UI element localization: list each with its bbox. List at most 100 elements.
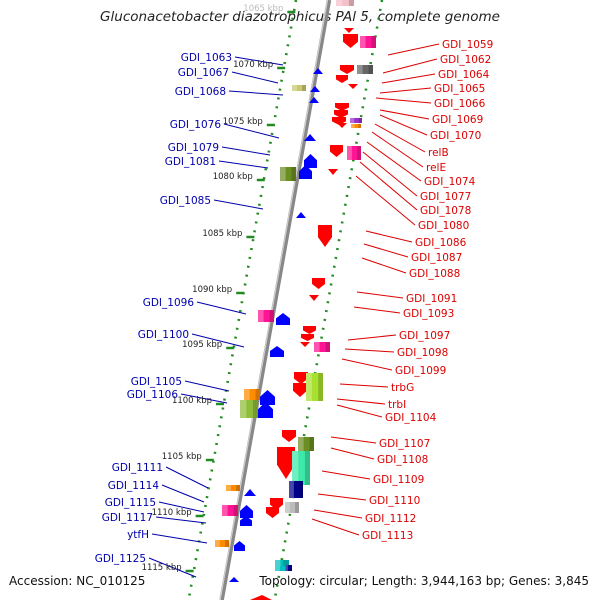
forward-gene-arrow <box>260 390 275 405</box>
leader-line-left <box>218 160 269 169</box>
forward-gene-arrow <box>304 154 317 168</box>
leader-line-right <box>359 161 418 211</box>
forward-gene-arrow <box>276 313 290 325</box>
forward-gene-arrow <box>296 212 306 218</box>
ruler-label: 1075 kbp <box>223 117 263 127</box>
ruler-label: 1080 kbp <box>213 172 253 182</box>
forward-gene-arrow <box>309 97 319 103</box>
leader-line-left <box>213 199 264 210</box>
leader-line-right <box>347 334 397 341</box>
leader-line-right <box>371 131 424 168</box>
leader-line-left <box>148 557 197 578</box>
reverse-gene-arrow <box>348 84 358 89</box>
leader-line-right <box>330 447 375 460</box>
reverse-gene-block <box>351 124 361 128</box>
leader-line-right <box>379 109 430 120</box>
gene-label-left: GDI_1117 <box>102 512 153 524</box>
gene-label-left: GDI_1067 <box>178 67 229 79</box>
forward-gene-block <box>222 505 238 516</box>
reverse-gene-arrow <box>330 145 343 157</box>
gene-label-right: GDI_1074 <box>424 176 476 188</box>
forward-gene-arrow <box>310 86 320 92</box>
leader-line-right <box>387 43 440 56</box>
gene-feature-block <box>336 0 354 6</box>
leader-line-right <box>365 230 413 243</box>
ruler-label: 1070 kbp <box>233 60 273 70</box>
reverse-gene-arrow <box>337 123 347 128</box>
reverse-gene-arrow <box>293 383 307 397</box>
reverse-gene-arrow <box>318 225 332 247</box>
gene-label-left: GDI_1105 <box>131 376 182 388</box>
leader-line-left <box>196 301 247 315</box>
reverse-gene-block <box>314 342 330 352</box>
reverse-gene-block <box>298 437 314 451</box>
gene-label-right: relE <box>426 162 446 174</box>
gene-label-right: GDI_1080 <box>418 220 469 232</box>
reverse-gene-arrow <box>343 34 358 48</box>
gene-label-right: GDI_1112 <box>365 513 416 525</box>
forward-gene-arrow <box>240 505 253 518</box>
leader-line-left <box>228 90 284 96</box>
reverse-gene-arrow <box>328 169 338 175</box>
reverse-gene-arrow <box>301 334 314 341</box>
gene-features <box>215 0 376 600</box>
forward-gene-arrow <box>304 134 316 141</box>
reverse-gene-arrow <box>250 595 272 600</box>
genome-summary-text: Topology: circular; Length: 3,944,163 bp… <box>259 574 589 588</box>
leader-line-right <box>341 358 393 371</box>
leader-line-right <box>374 123 426 153</box>
leader-line-right <box>344 348 395 353</box>
gene-label-left: GDI_1063 <box>181 52 232 64</box>
ruler-label: 1095 kbp <box>182 340 222 350</box>
gene-label-right: trbI <box>388 399 406 411</box>
gene-label-right: GDI_1088 <box>409 268 460 280</box>
leader-line-left <box>234 56 284 66</box>
gene-label-left: GDI_1068 <box>175 86 226 98</box>
gene-label-left: GDI_1106 <box>127 389 179 401</box>
leader-line-right <box>366 141 422 182</box>
gene-label-right: GDI_1108 <box>377 454 428 466</box>
forward-gene-block <box>244 389 260 400</box>
accession-text: Accession: NC_010125 <box>9 574 146 588</box>
gene-label-right: GDI_1110 <box>369 495 420 507</box>
gene-label-right: GDI_1086 <box>415 237 467 249</box>
reverse-gene-arrow <box>277 447 295 479</box>
gene-label-right: relB <box>428 147 449 159</box>
gene-label-left: GDI_1125 <box>95 553 146 565</box>
leader-line-left <box>161 484 205 503</box>
reverse-gene-arrow <box>294 372 308 384</box>
leader-line-left <box>151 533 208 544</box>
gene-label-right: GDI_1077 <box>420 191 471 203</box>
ruler-label: 1065 kbp <box>243 4 283 14</box>
gene-label-right: GDI_1093 <box>403 308 454 320</box>
leader-line-left <box>223 123 280 139</box>
forward-gene-block <box>240 400 258 418</box>
reverse-gene-block <box>347 146 361 160</box>
gene-label-left: GDI_1100 <box>138 329 189 341</box>
leader-line-right <box>381 73 436 84</box>
gene-label-right: GDI_1062 <box>440 54 491 66</box>
forward-gene-arrow <box>244 489 256 496</box>
ruler-label: 1090 kbp <box>192 285 232 295</box>
backbone-highlight <box>219 0 329 600</box>
gene-label-left: GDI_1081 <box>165 156 216 168</box>
reverse-gene-arrow <box>312 278 325 289</box>
gene-label-right: GDI_1109 <box>373 474 424 486</box>
gene-label-right: GDI_1059 <box>442 39 493 51</box>
gene-label-right: GDI_1099 <box>395 365 446 377</box>
gene-label-right: GDI_1104 <box>385 412 437 424</box>
gene-labels: 1065 kbp 1070 kbp 1075 kbp 1080 kbp 1085 kbp… <box>95 4 494 573</box>
gene-label-right: GDI_1069 <box>432 114 483 126</box>
leader-line-left <box>165 466 209 489</box>
leader-line-right <box>356 291 404 299</box>
gene-label-left: ytfH <box>127 529 149 541</box>
leader-line-right <box>362 151 418 197</box>
reverse-gene-arrow <box>303 326 316 334</box>
gene-label-left: GDI_1085 <box>160 195 211 207</box>
leader-line-left <box>191 333 245 348</box>
leader-line-right <box>379 87 432 94</box>
leader-line-right <box>375 97 432 104</box>
reverse-gene-arrow <box>334 110 348 118</box>
forward-gene-block <box>292 85 306 91</box>
genome-backbone <box>219 0 332 600</box>
